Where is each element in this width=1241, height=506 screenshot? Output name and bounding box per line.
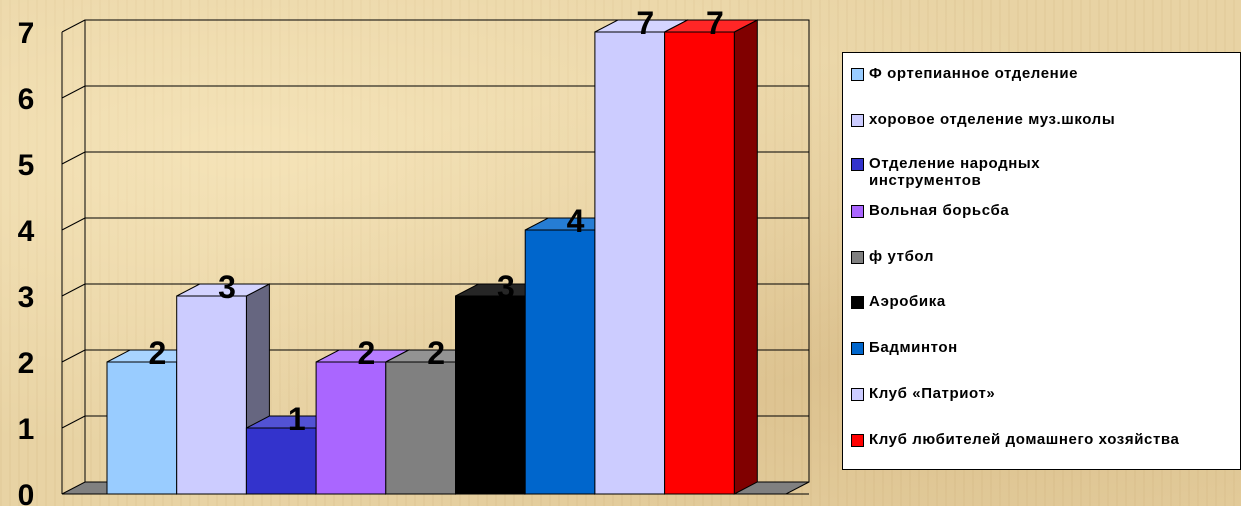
y-tick-label: 7 xyxy=(18,17,35,50)
y-tick-label: 2 xyxy=(18,347,35,380)
legend-item: Ф ортепианное отделение xyxy=(851,65,1238,82)
legend-label: ф утбол xyxy=(869,248,934,265)
data-label: 3 xyxy=(218,269,236,305)
gridline-side xyxy=(61,19,86,33)
y-tick-label: 1 xyxy=(18,413,35,446)
legend-item: Бадминтон xyxy=(851,339,1238,356)
legend-label: Аэробика xyxy=(869,293,946,310)
legend-label: Отделение народных инструментов xyxy=(869,155,1041,189)
legend-label: Вольная борьсба xyxy=(869,202,1010,219)
bars xyxy=(106,19,758,495)
gridline-side xyxy=(61,349,86,363)
data-label: 2 xyxy=(148,335,166,371)
y-tick-label: 4 xyxy=(18,215,35,248)
gridline-side xyxy=(61,151,86,165)
bar xyxy=(385,361,456,495)
data-label: 1 xyxy=(288,401,306,437)
y-tick-label: 5 xyxy=(18,149,35,182)
bar xyxy=(594,31,666,495)
legend-item: Вольная борьсба xyxy=(851,202,1238,219)
legend-item: Клуб любителей домашнего хозяйства xyxy=(851,431,1238,448)
legend-swatch xyxy=(851,205,864,218)
bar xyxy=(245,427,317,495)
y-tick-label: 3 xyxy=(18,281,35,314)
gridline-side xyxy=(61,85,86,99)
legend-label: Клуб любителей домашнего хозяйства xyxy=(869,431,1180,448)
y-tick-label: 0 xyxy=(18,479,35,506)
legend-swatch xyxy=(851,158,864,171)
data-label: 4 xyxy=(567,203,585,239)
data-label: 7 xyxy=(636,5,654,41)
legend-swatch xyxy=(851,296,864,309)
bar-side xyxy=(733,19,758,495)
legend-label: Ф ортепианное отделение xyxy=(869,65,1079,82)
legend-swatch xyxy=(851,251,864,264)
legend-item: ф утбол xyxy=(851,248,1238,265)
legend-swatch xyxy=(851,114,864,127)
bar xyxy=(455,295,526,495)
data-label: 2 xyxy=(427,335,445,371)
legend-label: хоровое отделение муз.школы xyxy=(869,111,1116,128)
data-label: 2 xyxy=(358,335,376,371)
legend-label: Бадминтон xyxy=(869,339,958,356)
bar xyxy=(524,229,596,495)
gridline-side xyxy=(61,283,86,297)
data-label: 7 xyxy=(706,5,724,41)
bar xyxy=(315,361,387,495)
legend: Ф ортепианное отделение хоровое отделени… xyxy=(842,52,1241,470)
data-label: 3 xyxy=(497,269,515,305)
legend-item: хоровое отделение муз.школы xyxy=(851,111,1238,128)
legend-swatch xyxy=(851,388,864,401)
y-tick-label: 6 xyxy=(18,83,35,116)
gridline-side xyxy=(61,217,86,231)
legend-item: Клуб «Патриот» xyxy=(851,385,1238,402)
legend-swatch xyxy=(851,68,864,81)
legend-swatch xyxy=(851,342,864,355)
bar xyxy=(106,361,178,495)
gridline-side xyxy=(61,415,86,429)
legend-item: Аэробика xyxy=(851,293,1238,310)
data-labels: 2 3 1 2 2 3 4 7 7 xyxy=(148,5,723,437)
legend-item: Отделение народных инструментов xyxy=(851,155,1238,189)
legend-swatch xyxy=(851,434,864,447)
bar xyxy=(176,295,247,495)
y-axis-ticks: 0 1 2 3 4 5 6 7 xyxy=(18,17,35,506)
bar xyxy=(664,31,735,495)
legend-label: Клуб «Патриот» xyxy=(869,385,996,402)
